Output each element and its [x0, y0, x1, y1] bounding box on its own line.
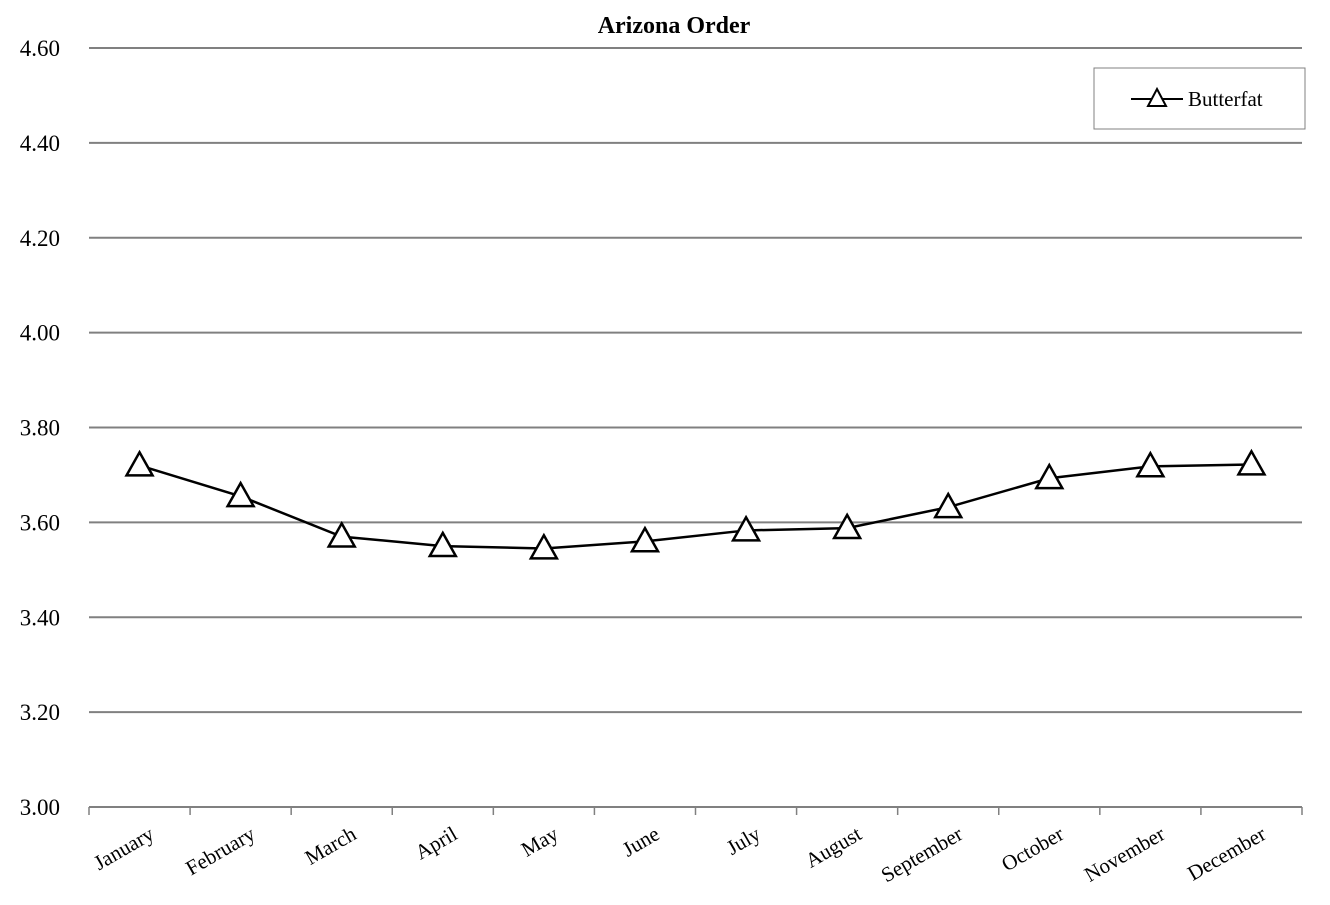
- data-point-marker: [1236, 448, 1267, 476]
- x-tick-label: June: [618, 822, 663, 862]
- y-tick-label: 3.60: [20, 510, 60, 535]
- data-point-marker: [1034, 462, 1065, 490]
- x-tick-label: April: [411, 821, 462, 864]
- x-tick-label: February: [181, 821, 259, 880]
- data-point-marker: [629, 525, 661, 553]
- y-tick-label: 4.60: [20, 36, 60, 61]
- y-tick-label: 4.40: [20, 131, 60, 156]
- y-tick-label: 3.00: [20, 795, 60, 820]
- data-point-marker: [730, 514, 762, 542]
- x-tick-label: November: [1080, 822, 1169, 887]
- legend-marker-triangle: [1146, 86, 1168, 107]
- data-point-marker: [124, 449, 155, 477]
- x-tick-label: July: [722, 821, 765, 860]
- series-line-butterfat: [139, 463, 1252, 550]
- y-tick-labels: 3.00 3.20 3.40 3.60 3.80 4.00 4.20 4.40 4.60: [20, 36, 60, 820]
- legend-label-butterfat: Butterfat: [1188, 87, 1263, 111]
- x-tick-label: September: [877, 822, 967, 888]
- y-tick-label: 3.80: [20, 416, 60, 441]
- axes: [88, 806, 1303, 815]
- data-point-marker: [427, 530, 458, 558]
- y-tick-label: 4.20: [20, 226, 60, 251]
- x-tick-label: May: [517, 821, 563, 861]
- data-point-marker: [1135, 450, 1166, 478]
- x-tick-label: October: [997, 822, 1068, 877]
- y-tick-label: 4.00: [20, 321, 60, 346]
- data-point-marker: [225, 480, 256, 508]
- x-tick-label: January: [89, 821, 158, 875]
- chart-title: Arizona Order: [598, 13, 751, 39]
- legend: Butterfat: [1093, 67, 1306, 130]
- data-point-marker: [326, 520, 357, 548]
- x-tick-label: March: [301, 821, 361, 869]
- series: [124, 448, 1267, 560]
- legend-box: [1093, 67, 1306, 130]
- data-point-marker: [831, 512, 863, 540]
- x-tick-labels: January February March April May June July Augu…: [89, 821, 1269, 887]
- x-tick-label: December: [1183, 822, 1270, 886]
- y-tick-label: 3.40: [20, 605, 60, 630]
- grid-lines: [89, 47, 1302, 714]
- x-tick-label: August: [801, 821, 866, 872]
- data-point-marker: [933, 491, 964, 519]
- y-tick-label: 3.20: [20, 700, 60, 725]
- data-point-marker: [528, 532, 560, 560]
